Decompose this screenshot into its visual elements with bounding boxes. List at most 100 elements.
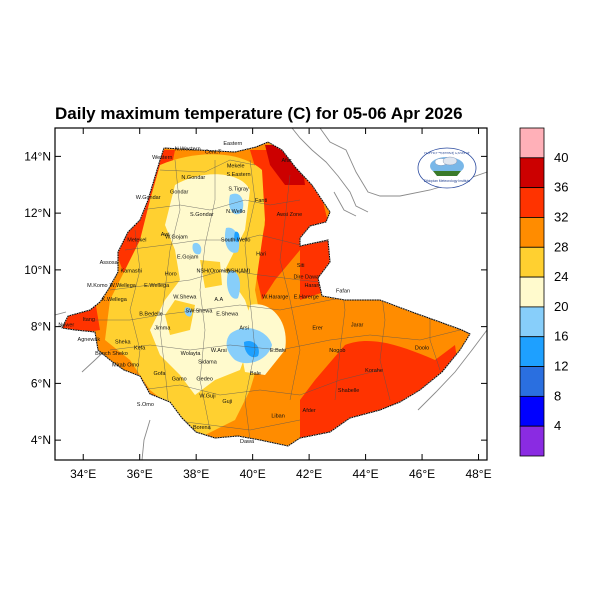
region-label: Afar: [281, 158, 291, 164]
map-frame: [54, 127, 488, 461]
colorbar-swatch: [519, 306, 545, 338]
colorbar-swatch: [519, 217, 545, 248]
colorbar-swatch: [519, 336, 545, 367]
region-label: W.Hararge: [262, 294, 288, 300]
region-label: Kefa: [134, 345, 146, 351]
region-label: Siti: [297, 263, 305, 269]
region-label: S.Gondar: [190, 212, 214, 218]
region-label: Gondar: [170, 189, 189, 195]
region-label: Awsi Zone: [277, 212, 303, 218]
region-label: Harari: [304, 283, 319, 289]
region-label: W.Gondar: [136, 195, 161, 201]
region-label: W.Gojam: [165, 235, 188, 241]
region-label: Western: [152, 155, 172, 161]
region-label: NSH(Oromia): [196, 269, 229, 275]
x-tick-label: 48°E: [465, 467, 491, 481]
institute-logo: የኢትዮጵያ ሚቲዎሮሎጂ ኢንስቲትዩት Ethiopian Meteorol…: [417, 147, 477, 189]
region-label: M.Komo: [87, 283, 107, 289]
region-label: E.Gojam: [177, 255, 199, 261]
region-label: Nuwer: [58, 323, 74, 329]
ethiopia-outline-dots: [61, 141, 471, 447]
region-label: Dire Dawa: [293, 274, 320, 280]
colorbar-label: 32: [554, 209, 568, 224]
x-tick-label: 34°E: [70, 467, 96, 481]
region-label: Bale: [250, 371, 261, 377]
y-tick-label: 12°N: [24, 206, 51, 220]
colorbar-label: 24: [554, 269, 568, 284]
colorbar: 40 36 32 28 24 20 16 12 8 4: [519, 127, 568, 457]
region-label: S.Omo: [137, 402, 154, 408]
x-tick-label: 40°E: [240, 467, 266, 481]
region-label: Fanti: [255, 198, 267, 204]
colorbar-label: 28: [554, 239, 568, 254]
region-label: Mekele: [227, 164, 245, 170]
colorbar-swatch: [519, 246, 545, 278]
region-label: N.Western: [175, 147, 201, 153]
region-label: Assosa: [100, 260, 119, 266]
region-label: Guji: [222, 399, 232, 405]
region-label: Kamashi: [121, 269, 142, 275]
colorbar-label: 12: [554, 359, 568, 374]
region-label: E.Harerge: [294, 294, 319, 300]
region-label: N.Gondar: [181, 175, 205, 181]
region-label: Nogob: [329, 348, 345, 354]
colorbar-swatch: [519, 395, 545, 427]
region-label: Hari: [256, 252, 266, 258]
region-label: N.Wello: [226, 209, 245, 215]
region-label: Cent.T: [205, 150, 222, 156]
logo-text-top: የኢትዮጵያ ሚቲዎሮሎጂ ኢንስቲትዩት: [424, 151, 470, 155]
y-tick-label: 6°N: [31, 376, 51, 390]
region-label: Gedeo: [196, 377, 213, 383]
x-tick-label: 36°E: [127, 467, 153, 481]
region-label: Fafan: [336, 289, 350, 295]
region-label: Shabelle: [338, 388, 359, 394]
colorbar-label: 8: [554, 388, 561, 403]
region-label: Arsi: [239, 325, 248, 331]
colorbar-swatch: [519, 425, 545, 457]
colorbar-label: 40: [554, 150, 568, 165]
colorbar-label: 16: [554, 329, 568, 344]
region-label: Jimma: [154, 325, 171, 331]
region-label: S.Tigray: [228, 186, 249, 192]
region-label: W.Guji: [199, 394, 215, 400]
region-label: Borena: [193, 425, 212, 431]
region-label: Korahe: [365, 368, 383, 374]
y-tick-label: 14°N: [24, 149, 51, 163]
colorbar-label: 4: [554, 418, 561, 433]
admin-borders: [95, 159, 461, 441]
region-label: Erer: [312, 325, 323, 331]
region-label: Afder: [303, 408, 316, 414]
region-label: W.Shewa: [173, 294, 197, 300]
region-label: Jarar: [351, 323, 364, 329]
x-tick-label: 38°E: [183, 467, 209, 481]
region-label: Liban: [271, 413, 284, 419]
region-label: Dawa: [240, 439, 255, 445]
colorbar-label: 20: [554, 299, 568, 314]
y-tick-label: 4°N: [31, 433, 51, 447]
region-label: Itang: [83, 317, 95, 323]
x-tick-label: 42°E: [296, 467, 322, 481]
x-tick-label: 46°E: [409, 467, 435, 481]
region-label: Gofa: [154, 371, 167, 377]
region-label: E.Wellega: [144, 283, 170, 289]
region-label: B.Bedelle: [139, 311, 163, 317]
region-label: Agnewak: [78, 337, 101, 343]
region-label: W.Arsi: [211, 348, 227, 354]
region-label: W.Wellega: [110, 283, 137, 289]
logo-text-bottom: Ethiopian Meteorology Institute: [424, 179, 471, 183]
x-axis: 34°E 36°E 38°E 40°E 42°E 44°E 46°E 48°E: [70, 128, 492, 481]
region-label: A.A: [214, 297, 223, 303]
region-label: SW.Shewa: [186, 308, 214, 314]
region-label: S.Eastern: [226, 172, 250, 178]
region-label: NSH(AM): [227, 269, 251, 275]
region-label: Sidama: [198, 360, 218, 366]
region-label: South Wello: [221, 238, 251, 244]
region-label: Mirab Omo: [112, 362, 139, 368]
region-label: E.Shewa: [216, 311, 239, 317]
region-label: Awi: [161, 232, 170, 238]
region-label: Doolo: [415, 345, 429, 351]
region-label: Sheka: [115, 340, 132, 346]
y-tick-label: 8°N: [31, 320, 51, 334]
